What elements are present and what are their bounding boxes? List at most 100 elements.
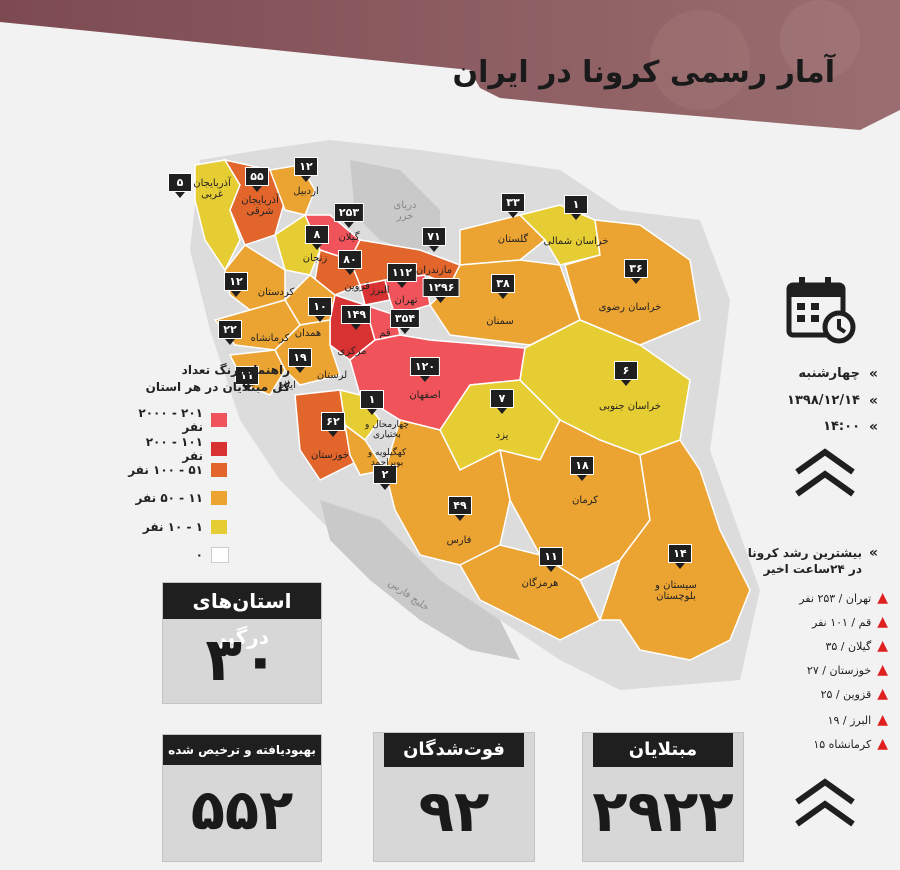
legend-item-101-200: ۱۰۱ - ۲۰۰ نفر <box>128 435 227 463</box>
infected-card-label: مبتلایان <box>593 733 733 767</box>
label-yazd: یزد <box>495 430 509 441</box>
label-chaharmahal: چهارمحال و بختیاری <box>365 420 409 440</box>
marker-sistan: ۱۴ <box>668 544 692 569</box>
marker-yazd: ۷ <box>490 389 514 414</box>
legend-item-0: ۰ <box>128 547 229 563</box>
legend-item-51-100: ۵۱ - ۱۰۰ نفر <box>128 463 227 477</box>
up-arrow-icon: ▲ <box>877 712 888 728</box>
label-tehran: تهران <box>394 295 418 306</box>
persian-gulf <box>320 500 520 660</box>
marker-hormozgan: ۱۱ <box>539 547 563 572</box>
marker-zanjan: ۸ <box>305 225 329 250</box>
marker-qazvin: ۸۰ <box>338 250 362 275</box>
marker-lorestan: ۱۹ <box>288 348 312 373</box>
label-alborz: البرز <box>370 285 390 296</box>
marker-markazi: ۱۴۹ <box>340 305 372 330</box>
label-hormozgan: هرمزگان <box>521 578 559 589</box>
provinces-card-label: استان‌های درگیر <box>163 583 321 649</box>
time: ۱۴:۰۰ <box>823 419 860 434</box>
up-arrow-icon: ▲ <box>877 590 888 606</box>
growth-item: ▲ گیلان / ۳۵ <box>825 638 888 654</box>
marker-ilam: ۱۱ <box>235 366 259 391</box>
label-khuzestan: خوزستان <box>311 450 349 461</box>
label-hamadan: همدان <box>294 328 322 339</box>
marker-isfahan: ۱۲۰ <box>409 357 441 382</box>
marker-east-azarbaijan: ۵۵ <box>245 167 269 192</box>
growth-item: ▲ خوزستان / ۲۷ <box>806 662 888 678</box>
label-west-azarbaijan: آذربایجان غربی <box>193 178 231 200</box>
marker-qom: ۳۵۴ <box>389 309 421 334</box>
deaths-card: فوت‌شدگان ۹۲ <box>373 732 535 862</box>
label-khorasan-razavi: خراسان رضوی <box>598 302 662 313</box>
legend-item-201-2000: ۲۰۱ - ۲۰۰۰ نفر <box>128 406 227 434</box>
up-arrow-icon: ▲ <box>877 638 888 654</box>
caspian-label: دریای خزر <box>393 200 417 222</box>
infected-card-value: ۲۹۲۲ <box>592 777 734 845</box>
marker-west-azarbaijan: ۵ <box>168 173 192 198</box>
marker-kermanshah: ۲۲ <box>218 320 242 345</box>
provinces-card: استان‌های درگیر ۳۰ <box>162 582 322 704</box>
chevron-icon: « <box>868 366 878 382</box>
marker-kerman: ۱۸ <box>570 456 594 481</box>
growth-item: ▲ قم / ۱۰۱ نفر <box>812 614 888 630</box>
chevron-icon: « <box>868 419 878 435</box>
marker-kurdistan: ۱۲ <box>224 272 248 297</box>
label-lorestan: لرستان <box>316 370 348 381</box>
label-zanjan: زنجان <box>302 253 328 264</box>
up-arrow-icon: ▲ <box>877 736 888 752</box>
marker-chaharmahal: ۱ <box>360 390 384 415</box>
infected-card: مبتلایان ۲۹۲۲ <box>582 732 744 862</box>
chevron-icon: « <box>868 393 878 409</box>
growth-item: ▲ البرز / ۱۹ <box>827 712 888 728</box>
province-fars <box>384 419 511 566</box>
marker-mazandaran: ۷۱ <box>422 227 446 252</box>
growth-title: بیشترین رشد کرونا در ۲۴ساعت اخیر <box>747 546 862 576</box>
label-fars: فارس <box>446 535 472 546</box>
label-markazi: مرکزی <box>337 346 367 357</box>
label-qom: قم <box>379 328 391 339</box>
label-mazandaran: مازندران <box>415 265 453 276</box>
up-arrow-icon: ▲ <box>877 686 888 702</box>
label-sistan: سیستان و بلوچستان <box>655 580 697 602</box>
recovered-card-label: بهبودیافته و ترخیص شده <box>163 735 321 765</box>
label-qazvin: قزوین <box>344 281 370 292</box>
province-kohgiluyeh <box>343 423 387 476</box>
marker-gilan: ۲۵۳ <box>333 203 365 228</box>
label-golestan: گلستان <box>497 234 529 245</box>
marker-north-khorasan: ۱ <box>564 195 588 220</box>
recovered-card-value: ۵۵۲ <box>190 778 294 843</box>
label-isfahan: اصفهان <box>409 390 441 401</box>
calendar-icon <box>786 277 856 344</box>
label-kermanshah: کرمانشاه <box>250 333 290 344</box>
growth-item: ▲ کرمانشاه ۱۵ <box>813 736 888 752</box>
caspian-sea <box>350 160 440 255</box>
label-north-khorasan: خراسان شمالی <box>543 236 609 247</box>
deaths-card-value: ۹۲ <box>418 777 490 845</box>
marker-semnan: ۳۸ <box>491 274 515 299</box>
double-chevron-up-icon <box>795 778 855 827</box>
growth-item: ▲ تهران / ۲۵۳ نفر <box>799 590 888 606</box>
weekday: چهارشنبه <box>798 366 860 381</box>
double-chevron-up-icon <box>795 448 855 497</box>
marker-south-khorasan: ۶ <box>614 361 638 386</box>
legend-item-11-50: ۱۱ - ۵۰ نفر <box>128 491 227 505</box>
marker-hamadan: ۱۰ <box>308 297 332 322</box>
marker-alborz: ۱۱۲ <box>386 263 418 288</box>
label-semnan: سمنان <box>486 316 514 327</box>
label-kohgiluyeh: کهگیلویه و بویراحمد <box>367 448 407 468</box>
marker-ardabil: ۱۲ <box>294 157 318 182</box>
header-banner <box>0 0 900 130</box>
page-title: آمار رسمی کرونا در ایران <box>452 55 835 90</box>
marker-khuzestan: ۶۲ <box>321 412 345 437</box>
legend-title: راهنمای رنگ تعداد کل مبتلایان در هر استا… <box>145 363 290 394</box>
marker-golestan: ۳۳ <box>501 193 525 218</box>
legend-item-1-10: ۱ - ۱۰ نفر <box>128 520 227 534</box>
label-ilam: ایلام <box>278 380 296 391</box>
recovered-card: بهبودیافته و ترخیص شده ۵۵۲ <box>162 734 322 862</box>
label-kurdistan: کردستان <box>257 287 295 298</box>
up-arrow-icon: ▲ <box>877 662 888 678</box>
label-gilan: گیلان <box>338 232 360 243</box>
date: ۱۳۹۸/۱۲/۱۴ <box>787 393 860 408</box>
deaths-card-label: فوت‌شدگان <box>384 733 524 767</box>
label-ardabil: اردبیل <box>293 186 319 197</box>
